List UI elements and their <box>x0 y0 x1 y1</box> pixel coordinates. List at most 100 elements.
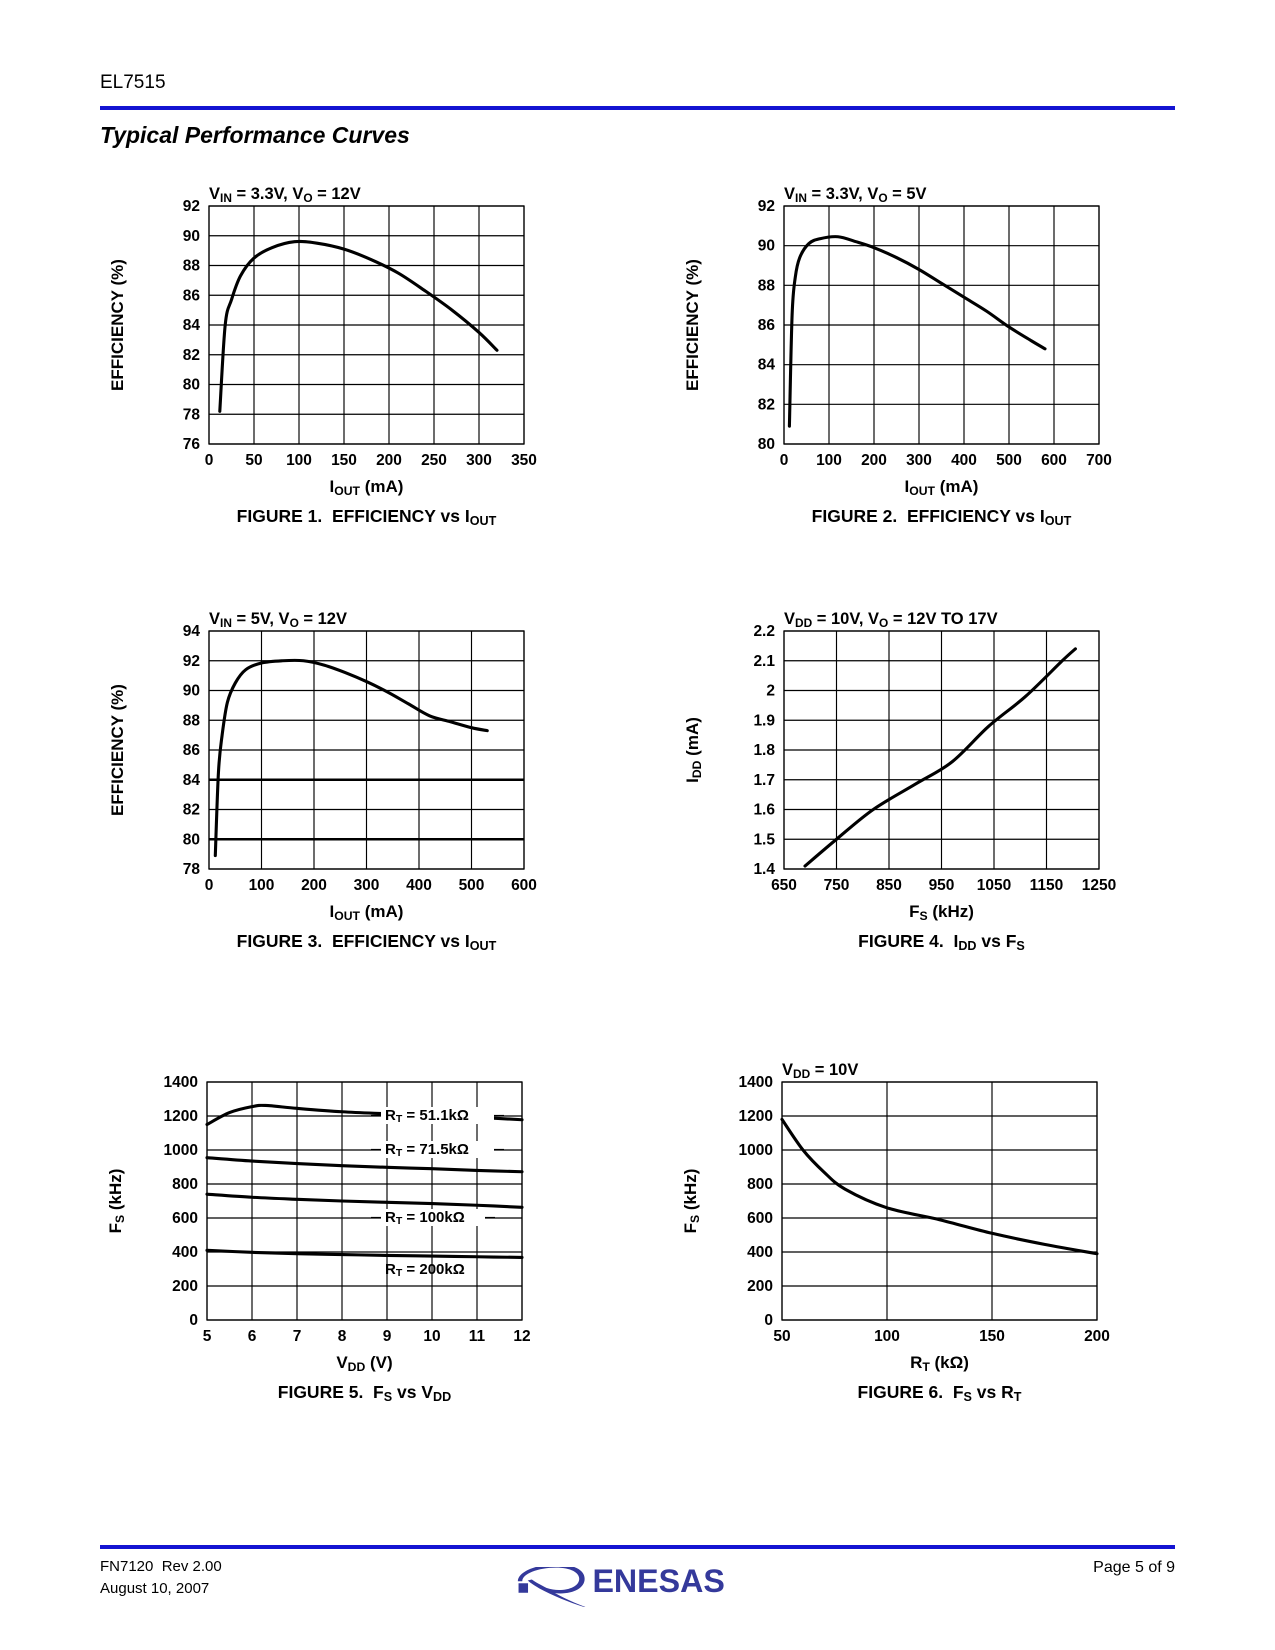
svg-text:VDD = 10V, VO = 12V TO 17V: VDD = 10V, VO = 12V TO 17V <box>784 610 998 630</box>
svg-text:100: 100 <box>286 452 312 469</box>
svg-text:200: 200 <box>376 452 402 469</box>
svg-text:8: 8 <box>338 1328 347 1345</box>
svg-text:950: 950 <box>929 877 955 894</box>
svg-text:EFFICIENCY (%): EFFICIENCY (%) <box>683 259 702 391</box>
svg-text:IOUT (mA): IOUT (mA) <box>905 477 979 498</box>
svg-text:92: 92 <box>183 653 200 670</box>
svg-text:92: 92 <box>758 198 775 215</box>
svg-text:300: 300 <box>354 877 380 894</box>
svg-text:86: 86 <box>183 742 201 759</box>
svg-text:VDD = 10V: VDD = 10V <box>782 1061 858 1081</box>
svg-text:200: 200 <box>861 452 887 469</box>
svg-text:1050: 1050 <box>977 877 1011 894</box>
svg-text:250: 250 <box>421 452 447 469</box>
svg-text:400: 400 <box>951 452 977 469</box>
svg-text:0: 0 <box>780 452 789 469</box>
svg-text:200: 200 <box>1084 1328 1110 1345</box>
svg-text:2.1: 2.1 <box>753 653 775 670</box>
svg-text:600: 600 <box>511 877 537 894</box>
svg-text:FIGURE 5. FS vs VDD: FIGURE 5. FS vs VDD <box>278 1382 451 1404</box>
svg-text:150: 150 <box>331 452 357 469</box>
svg-text:300: 300 <box>906 452 932 469</box>
svg-text:850: 850 <box>876 877 902 894</box>
svg-text:500: 500 <box>996 452 1022 469</box>
svg-text:76: 76 <box>183 436 201 453</box>
svg-text:IOUT (mA): IOUT (mA) <box>330 477 404 498</box>
svg-text:200: 200 <box>747 1278 773 1295</box>
svg-text:100: 100 <box>816 452 842 469</box>
svg-text:0: 0 <box>205 452 214 469</box>
svg-text:78: 78 <box>183 406 201 423</box>
svg-text:100: 100 <box>874 1328 900 1345</box>
svg-text:88: 88 <box>183 258 201 275</box>
svg-text:FS (kHz): FS (kHz) <box>909 902 974 923</box>
svg-text:600: 600 <box>1041 452 1067 469</box>
svg-text:100: 100 <box>249 877 275 894</box>
svg-text:50: 50 <box>245 452 262 469</box>
svg-text:FIGURE 3. EFFICIENCY vs IOUT: FIGURE 3. EFFICIENCY vs IOUT <box>237 931 497 953</box>
svg-text:88: 88 <box>758 277 776 294</box>
svg-text:600: 600 <box>172 1210 198 1227</box>
svg-text:5: 5 <box>203 1328 212 1345</box>
svg-text:500: 500 <box>459 877 485 894</box>
svg-text:2.2: 2.2 <box>753 623 775 640</box>
svg-text:90: 90 <box>758 238 775 255</box>
svg-text:0: 0 <box>205 877 214 894</box>
svg-text:600: 600 <box>747 1210 773 1227</box>
svg-text:650: 650 <box>771 877 797 894</box>
svg-text:400: 400 <box>747 1244 773 1261</box>
svg-text:1200: 1200 <box>164 1108 198 1125</box>
svg-text:200: 200 <box>172 1278 198 1295</box>
svg-text:1150: 1150 <box>1030 877 1064 894</box>
svg-text:1400: 1400 <box>164 1074 198 1091</box>
svg-text:EFFICIENCY (%): EFFICIENCY (%) <box>108 684 127 816</box>
svg-text:0: 0 <box>764 1312 773 1329</box>
svg-text:FS (kHz): FS (kHz) <box>106 1169 127 1234</box>
svg-text:FIGURE 4. IDD vs FS: FIGURE 4. IDD vs FS <box>858 931 1025 953</box>
svg-text:90: 90 <box>183 228 200 245</box>
svg-text:800: 800 <box>172 1176 198 1193</box>
svg-text:6: 6 <box>248 1328 257 1345</box>
svg-text:86: 86 <box>183 287 201 304</box>
svg-text:94: 94 <box>183 623 201 640</box>
svg-text:ENESAS: ENESAS <box>592 1567 724 1599</box>
svg-text:RT (kΩ): RT (kΩ) <box>910 1353 969 1374</box>
svg-text:80: 80 <box>183 377 200 394</box>
svg-text:80: 80 <box>758 436 775 453</box>
svg-text:1200: 1200 <box>739 1108 773 1125</box>
svg-text:84: 84 <box>758 357 776 374</box>
svg-text:82: 82 <box>183 347 200 364</box>
svg-text:82: 82 <box>758 396 775 413</box>
svg-text:IDD (mA): IDD (mA) <box>683 717 704 783</box>
svg-text:VIN = 5V, VO = 12V: VIN = 5V, VO = 12V <box>209 610 347 630</box>
svg-text:1400: 1400 <box>739 1074 773 1091</box>
svg-text:200: 200 <box>301 877 327 894</box>
svg-text:EFFICIENCY (%): EFFICIENCY (%) <box>108 259 127 391</box>
svg-text:11: 11 <box>469 1328 486 1345</box>
svg-text:VIN = 3.3V, VO = 12V: VIN = 3.3V, VO = 12V <box>209 185 361 205</box>
svg-text:9: 9 <box>383 1328 392 1345</box>
svg-text:400: 400 <box>406 877 432 894</box>
svg-text:1.9: 1.9 <box>753 712 775 729</box>
svg-text:IOUT (mA): IOUT (mA) <box>330 902 404 923</box>
svg-text:1.4: 1.4 <box>753 861 775 878</box>
svg-text:400: 400 <box>172 1244 198 1261</box>
svg-text:78: 78 <box>183 861 201 878</box>
svg-text:VDD (V): VDD (V) <box>336 1353 392 1374</box>
svg-text:90: 90 <box>183 683 200 700</box>
svg-text:86: 86 <box>758 317 776 334</box>
svg-text:FS (kHz): FS (kHz) <box>681 1169 702 1234</box>
svg-text:350: 350 <box>511 452 537 469</box>
svg-text:12: 12 <box>513 1328 530 1345</box>
svg-text:300: 300 <box>466 452 492 469</box>
svg-text:FIGURE 1. EFFICIENCY vs IOUT: FIGURE 1. EFFICIENCY vs IOUT <box>237 506 497 528</box>
svg-text:1.6: 1.6 <box>753 802 775 819</box>
svg-text:84: 84 <box>183 772 201 789</box>
svg-text:800: 800 <box>747 1176 773 1193</box>
svg-text:700: 700 <box>1086 452 1112 469</box>
svg-text:2: 2 <box>766 683 775 700</box>
svg-text:1250: 1250 <box>1082 877 1116 894</box>
svg-text:RT = 200kΩ: RT = 200kΩ <box>385 1261 465 1279</box>
svg-text:7: 7 <box>293 1328 302 1345</box>
svg-text:1000: 1000 <box>164 1142 198 1159</box>
